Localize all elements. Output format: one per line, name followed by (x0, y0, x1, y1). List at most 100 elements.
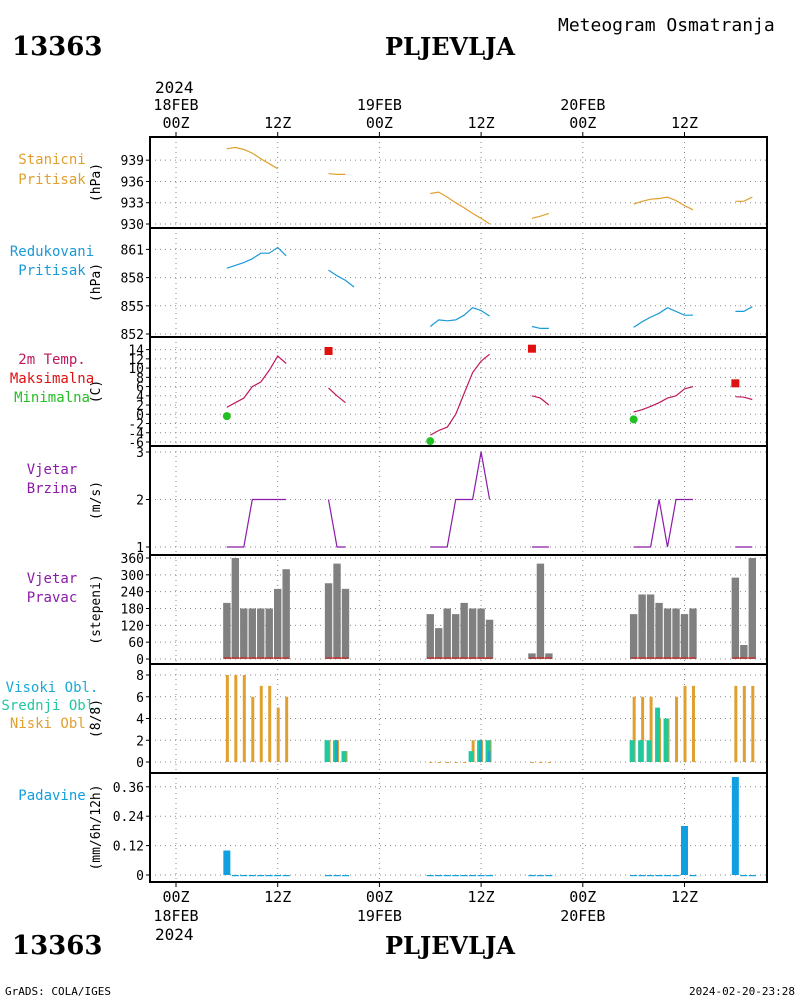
cloud-bar (629, 740, 635, 762)
precip-bar (443, 875, 451, 877)
y-tick-label: 180 (121, 603, 144, 618)
y-tick-label: 855 (121, 300, 144, 315)
wind-dir-bar (748, 558, 756, 659)
y-tick-label: 6 (136, 691, 144, 706)
precip-bar (536, 875, 544, 877)
cloud-bar (655, 707, 661, 762)
wind-dir-bar (257, 608, 265, 659)
cloud-bar (742, 685, 746, 762)
precip-bar (664, 875, 672, 877)
cloud-bar (675, 696, 679, 762)
footer-credit: GrADS: COLA/IGES (5, 985, 111, 998)
cloud-bar (324, 740, 330, 762)
cloud-bar (479, 740, 483, 762)
wind-dir-bar (740, 644, 748, 659)
precip-bar (689, 875, 697, 877)
precip-bar (748, 875, 756, 877)
panel-frame (149, 136, 768, 229)
wind-dir-bar (680, 614, 689, 659)
x-date-label: 18FEB (153, 907, 198, 925)
series-line (633, 386, 694, 413)
panel-frame (149, 663, 768, 774)
precip-bar (630, 875, 638, 877)
x-tick-label: 12Z (264, 888, 291, 906)
series-line (226, 246, 287, 269)
series-line (429, 307, 490, 327)
y-tick-label: 6 (136, 381, 144, 396)
station-name-top: PLJEVLJA (385, 32, 515, 61)
panel-frame (149, 445, 768, 556)
wind-dir-bar (443, 608, 451, 659)
tmin-marker (222, 412, 231, 421)
precip-bar (452, 875, 460, 877)
cloud-bar (530, 762, 534, 763)
precip-bar (333, 875, 341, 877)
wind-dir-bar (638, 594, 646, 659)
precip-bar (274, 875, 282, 877)
wind-dir-bar (426, 614, 434, 659)
precip-bar (740, 875, 748, 877)
x-tick-label: 00Z (162, 888, 189, 906)
panel-station_pressure: Stanicni Pritisak (hPa) 930 933 936 939 (18, 136, 768, 233)
panel-label: Pritisak (18, 263, 86, 279)
x-tick-label: 00Z (366, 114, 393, 132)
cloud-bar (547, 762, 551, 763)
series-line (735, 196, 753, 202)
x-date-label: 20FEB (560, 907, 605, 925)
wind-dir-bar (485, 619, 494, 659)
cloud-bar (487, 751, 491, 762)
series-line (735, 306, 753, 312)
cloud-bar (691, 685, 695, 762)
panel-label: 2m Temp. (18, 352, 85, 368)
y-tick-label: 861 (121, 243, 144, 258)
cloud-bar (437, 762, 441, 763)
cloud-bar (638, 740, 644, 762)
series-line (531, 212, 550, 219)
series-line (633, 307, 693, 328)
panel-label: Niski Obl. (10, 716, 94, 732)
y-tick-label: 4 (136, 390, 144, 405)
panel-frame (149, 227, 768, 338)
wind-dir-bar (545, 653, 553, 659)
cloud-bar (446, 762, 450, 763)
cloud-bar (751, 685, 755, 762)
cloud-bar (734, 685, 738, 762)
series-line (430, 191, 490, 225)
precip-bar (248, 875, 256, 877)
wind-dir-bar (655, 602, 663, 659)
precip-bar (435, 875, 443, 877)
wind-dir-bar (477, 608, 485, 659)
y-tick-label: 14 (128, 344, 144, 359)
series-line (327, 499, 346, 548)
wind-dir-bar (646, 594, 655, 659)
precip-bar (528, 875, 536, 877)
y-tick-label: 0.12 (113, 840, 144, 855)
series-line (328, 387, 346, 404)
series-line (633, 498, 693, 548)
precip-bar (655, 875, 663, 877)
precip-bar (325, 875, 333, 877)
cloud-bar (268, 685, 272, 762)
wind-dir-bar (468, 608, 477, 659)
series-line (430, 451, 491, 548)
precip-bar (672, 875, 680, 877)
series-line (633, 196, 694, 211)
y-unit-label: (C) (89, 380, 104, 403)
series-line (226, 355, 287, 408)
y-tick-label: 939 (121, 154, 144, 169)
cloud-bar (683, 685, 687, 762)
panel-label: Stanicni (18, 152, 85, 168)
series-line (328, 173, 346, 175)
precip-bar (426, 875, 434, 877)
cloud-bar (646, 740, 652, 762)
cloud-bar (663, 718, 669, 762)
series-line (531, 325, 549, 329)
cloud-bar (242, 675, 246, 762)
cloud-bar (429, 762, 433, 763)
series-line (328, 269, 355, 288)
y-tick-label: 3 (136, 446, 144, 461)
panel-label: Pravac (27, 590, 78, 606)
